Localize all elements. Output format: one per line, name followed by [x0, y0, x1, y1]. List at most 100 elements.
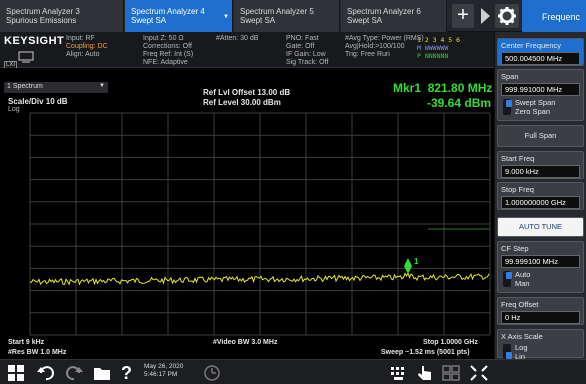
play-arrow-icon[interactable] — [478, 6, 492, 26]
ref-level: Ref Level 30.00 dBm — [203, 98, 281, 107]
scale-per-div: Scale/Div 10 dB — [8, 97, 68, 106]
setting-if-gain: IF Gain: Low — [286, 51, 326, 58]
center-frequency-key[interactable]: Center Frequency 500.004500 MHz — [497, 38, 584, 66]
span-key[interactable]: Span 999.991000 MHz Swept Span Zero Span — [497, 69, 584, 121]
x-axis-scale-key[interactable]: X Axis Scale Log Lin — [497, 329, 584, 361]
plus-icon: + — [457, 4, 469, 26]
start-freq-label: Start 9 kHz — [8, 339, 45, 346]
trace-detectors: P NNNNNN — [417, 52, 449, 60]
stop-freq-key[interactable]: Stop Freq 1.000000000 GHz — [497, 182, 584, 210]
svg-text:?: ? — [121, 363, 132, 382]
graticule — [29, 112, 491, 336]
x-axis-scale-toggle[interactable]: Log Lin — [501, 343, 580, 361]
grid-icon[interactable] — [440, 363, 462, 382]
trace-numbers: 1 2 3 4 5 6 — [417, 36, 461, 44]
tab-bar: Spectrum Analyzer 3 Spurious Emissions S… — [0, 0, 586, 32]
windows-icon[interactable] — [6, 363, 26, 382]
tab-sublabel: Swept SA — [347, 16, 383, 25]
stop-freq-label: Stop 1.0000 GHz — [423, 339, 478, 346]
chevron-down-icon[interactable]: ▼ — [223, 14, 229, 20]
spectrum-trace — [29, 271, 490, 286]
tab-spectrum-analyzer-3[interactable]: Spectrum Analyzer 3 Spurious Emissions — [0, 0, 124, 32]
taskbar: ? May 26, 2020 5:46:17 PM — [0, 359, 586, 384]
spectrum-display[interactable] — [0, 68, 494, 359]
settings-sweep-column: PNO: Fast Gate: Off IF Gain: Low Sig Tra… — [286, 35, 328, 67]
setting-gate: Gate: Off — [286, 43, 315, 50]
swept-span-option: Swept Span — [515, 98, 556, 107]
cf-step-mode-toggle[interactable]: Auto Man — [501, 270, 580, 288]
softkey-label: X Axis Scale — [501, 332, 543, 341]
lin-option: Lin — [515, 352, 526, 361]
settings-input-column: Input: RF Coupling: DC Align: Auto — [66, 35, 108, 59]
cf-step-key[interactable]: CF Step 99.999100 MHz Auto Man — [497, 241, 584, 293]
window-title[interactable]: 1 Spectrum ▼ — [4, 82, 108, 93]
start-freq-key[interactable]: Start Freq 9.000 kHz — [497, 151, 584, 179]
tab-spectrum-analyzer-5[interactable]: Spectrum Analyzer 5 Swept SA — [234, 0, 340, 32]
fullscreen-icon[interactable] — [468, 363, 490, 382]
full-span-button[interactable]: Full Span — [497, 125, 584, 147]
setting-avg-hold: Avg|Hold:>100/100 — [345, 43, 405, 50]
trace-status-grid: 1 2 3 4 5 6 M WWWWWW P NNNNNN — [417, 36, 460, 60]
softkey-label: Start Freq — [501, 154, 535, 163]
tab-label: Spectrum Analyzer 4 — [131, 7, 205, 16]
freq-offset-key[interactable]: Freq Offset 0 Hz — [497, 297, 584, 325]
zero-span-option: Zero Span — [515, 107, 551, 116]
settings-panel[interactable]: KEYSIGHT LXI Input: RF Coupling: DC Alig… — [0, 32, 494, 69]
toggle-knob — [506, 272, 512, 279]
time-label: 5:46:17 PM — [144, 371, 178, 378]
settings-correction-column: Input Z: 50 Ω Corrections: Off Freq Ref:… — [143, 35, 193, 67]
help-icon[interactable]: ? — [118, 363, 136, 382]
log-option: Log — [515, 343, 528, 352]
tab-label: Spectrum Analyzer 6 — [347, 7, 421, 16]
setting-nfe: NFE: Adaptive — [143, 59, 188, 66]
tab-spectrum-analyzer-4[interactable]: Spectrum Analyzer 4 Swept SA ▼ — [125, 0, 233, 32]
settings-button[interactable] — [495, 4, 519, 28]
span-input[interactable]: 999.991000 MHz — [501, 83, 580, 96]
marker-label: Mkr1 — [393, 81, 422, 95]
toggle-knob — [506, 100, 512, 107]
cf-step-input[interactable]: 99.999100 MHz — [501, 255, 580, 268]
center-frequency-input[interactable]: 500.004500 MHz — [501, 52, 580, 65]
setting-avg-type: #Avg Type: Power (RMS) — [345, 35, 424, 42]
undo-icon[interactable] — [36, 363, 56, 382]
softkey-label: Stop Freq — [501, 185, 534, 194]
toggle-track — [503, 344, 512, 360]
video-bw-label: #Video BW 3.0 MHz — [213, 339, 278, 346]
setting-sig-track: Sig Track: Off — [286, 59, 329, 66]
marker-number: 1 — [414, 257, 419, 266]
softkey-label: Center Frequency — [501, 41, 562, 50]
spectrum-plot[interactable]: 1 — [0, 0, 494, 359]
tab-label: Spectrum Analyzer 3 — [6, 7, 80, 16]
tab-spectrum-analyzer-6[interactable]: Spectrum Analyzer 6 Swept SA — [341, 0, 447, 32]
add-screen-button[interactable]: + — [452, 4, 474, 28]
softkey-label: CF Step — [501, 244, 529, 253]
settings-avg-column: #Avg Type: Power (RMS) Avg|Hold:>100/100… — [345, 35, 424, 59]
setting-input-z: Input Z: 50 Ω — [143, 35, 184, 42]
tab-frequency[interactable]: Frequenc — [522, 0, 586, 32]
date-time: May 26, 2020 5:46:17 PM — [144, 363, 183, 379]
marker-readout-amp: -39.64 dBm — [427, 96, 492, 110]
clock-icon[interactable] — [202, 363, 222, 382]
toggle-track — [503, 271, 512, 287]
date-label: May 26, 2020 — [144, 363, 184, 370]
marker-1[interactable]: 1 — [404, 257, 419, 274]
setting-input: Input: RF — [66, 35, 95, 42]
setting-freq-ref: Freq Ref: Int (S) — [143, 51, 194, 58]
setting-pno: PNO: Fast — [286, 35, 319, 42]
touch-icon[interactable] — [414, 363, 436, 382]
keyboard-icon[interactable] — [388, 363, 410, 382]
setting-atten: #Atten: 30 dB — [216, 35, 259, 42]
tab-sublabel: Swept SA — [240, 16, 276, 25]
span-mode-toggle[interactable]: Swept Span Zero Span — [501, 98, 580, 116]
auto-tune-button[interactable]: AUTO TUNE — [497, 217, 584, 237]
softkey-panel: Center Frequency 500.004500 MHz Span 999… — [494, 32, 586, 361]
softkey-label: Freq Offset — [501, 300, 539, 309]
window-title-label: 1 Spectrum — [7, 83, 43, 90]
start-freq-input[interactable]: 9.000 kHz — [501, 165, 580, 178]
marker-readout-freq: Mkr1 821.80 MHz — [393, 81, 492, 95]
marker-freq: 821.80 MHz — [427, 81, 493, 95]
freq-offset-input[interactable]: 0 Hz — [501, 311, 580, 324]
redo-icon[interactable] — [64, 363, 84, 382]
folder-icon[interactable] — [92, 363, 112, 382]
stop-freq-input[interactable]: 1.000000000 GHz — [501, 196, 580, 209]
